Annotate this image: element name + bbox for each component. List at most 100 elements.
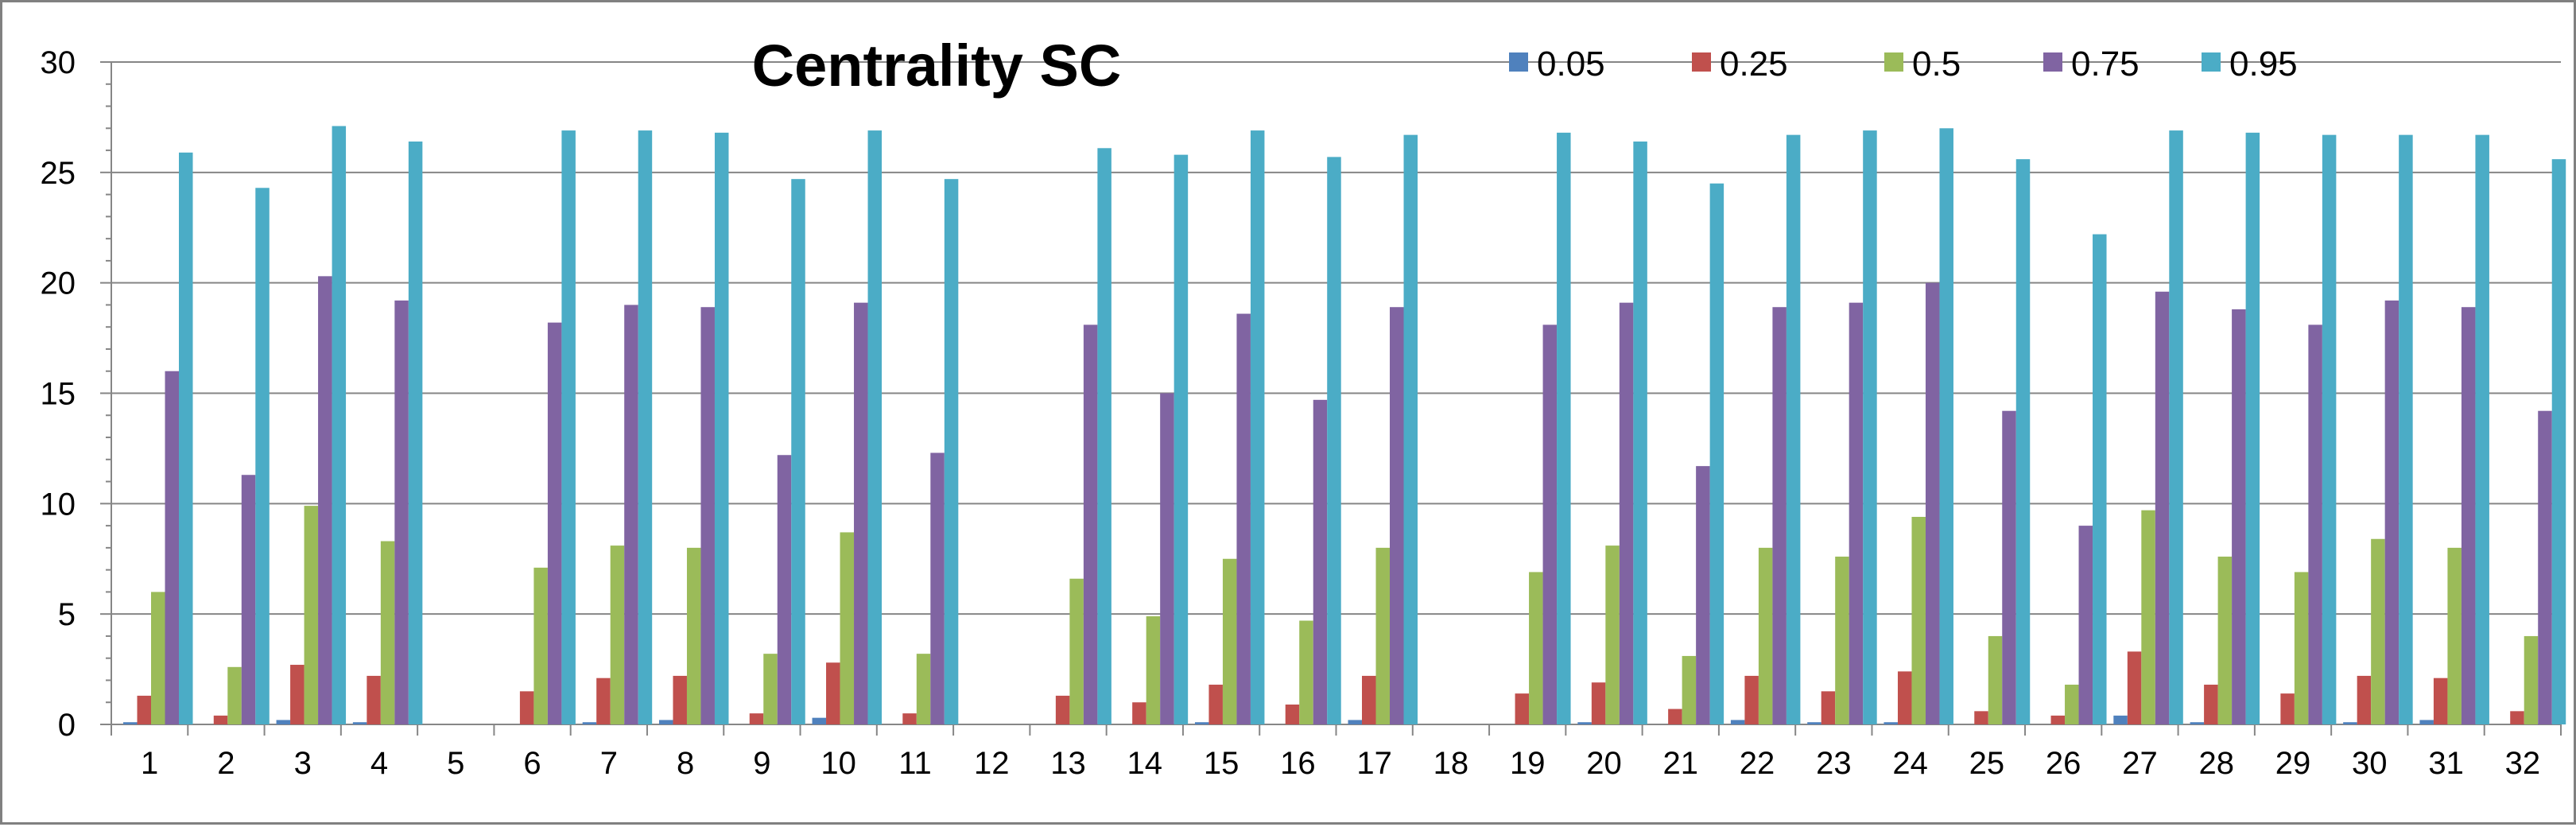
bar bbox=[2357, 675, 2372, 724]
bar bbox=[1194, 722, 1209, 724]
bar bbox=[1925, 282, 1940, 725]
bar bbox=[1222, 558, 1237, 724]
bar bbox=[2294, 572, 2309, 724]
bar bbox=[2204, 685, 2218, 724]
legend-label: 0.95 bbox=[2229, 45, 2298, 83]
bar bbox=[1055, 695, 1070, 724]
x-tick-label: 2 bbox=[217, 746, 235, 781]
bar bbox=[1313, 399, 1328, 724]
bar bbox=[1807, 722, 1821, 724]
bar bbox=[624, 305, 638, 724]
bar bbox=[1911, 516, 1926, 724]
bar bbox=[826, 662, 840, 724]
bar bbox=[394, 300, 409, 724]
bar bbox=[686, 547, 701, 724]
bar bbox=[2461, 307, 2476, 725]
bar bbox=[714, 132, 729, 724]
bar bbox=[380, 541, 395, 724]
bar bbox=[1682, 655, 1697, 724]
bar bbox=[1083, 324, 1098, 724]
bar bbox=[2050, 715, 2066, 724]
legend-swatch bbox=[1692, 52, 1711, 72]
legend-label: 0.5 bbox=[1912, 45, 1961, 83]
bar bbox=[1884, 722, 1898, 724]
bar bbox=[930, 452, 945, 724]
bar bbox=[2169, 130, 2183, 724]
bar bbox=[2551, 159, 2566, 724]
bar bbox=[916, 654, 931, 724]
legend-swatch bbox=[1884, 52, 1903, 72]
bar bbox=[1542, 324, 1558, 724]
bar bbox=[2384, 300, 2399, 724]
x-tick-label: 25 bbox=[1969, 746, 2005, 781]
bar bbox=[276, 720, 291, 724]
bar bbox=[2065, 685, 2079, 724]
bar bbox=[2433, 678, 2448, 724]
legend-label: 0.25 bbox=[1720, 45, 1788, 83]
x-tick-label: 12 bbox=[974, 746, 1010, 781]
bar bbox=[1557, 132, 1571, 724]
x-tick-label: 30 bbox=[2352, 746, 2388, 781]
bar bbox=[1668, 709, 1682, 724]
bar bbox=[610, 546, 625, 724]
bar bbox=[519, 691, 534, 724]
y-tick-labels: 0 5 10 15 20 25 30 bbox=[41, 45, 76, 743]
bar bbox=[902, 713, 917, 724]
bar bbox=[352, 722, 367, 724]
bar bbox=[2093, 234, 2107, 725]
x-tick-label: 11 bbox=[898, 746, 932, 781]
x-tick-label: 1 bbox=[141, 746, 158, 781]
bar bbox=[367, 675, 381, 724]
legend-label: 0.75 bbox=[2071, 45, 2140, 83]
bar bbox=[763, 654, 778, 724]
bar bbox=[1069, 578, 1084, 724]
bar bbox=[1709, 183, 1724, 724]
bar bbox=[867, 130, 883, 724]
bar bbox=[290, 665, 305, 724]
x-tick-label: 27 bbox=[2122, 746, 2158, 781]
bar bbox=[2475, 134, 2489, 724]
bar bbox=[561, 130, 576, 724]
bar bbox=[777, 455, 792, 724]
bar bbox=[1097, 148, 1111, 725]
bar bbox=[2190, 722, 2205, 724]
bar bbox=[179, 152, 193, 725]
bar bbox=[673, 675, 687, 724]
bar bbox=[1849, 302, 1864, 724]
bar bbox=[1375, 547, 1390, 724]
bar bbox=[2447, 547, 2462, 724]
legend-label: 0.05 bbox=[1537, 45, 1605, 83]
x-tick-labels: 1 2 3 4 5 6 7 8 9 10 11 12 13 14 15 16 17 18 19 20 21 22 23 24 2… bbox=[141, 746, 2540, 781]
bar bbox=[1974, 711, 1988, 724]
bar bbox=[1529, 572, 1543, 724]
bar bbox=[596, 678, 611, 724]
bar bbox=[304, 506, 319, 724]
x-tick-label: 32 bbox=[2505, 746, 2541, 781]
bar bbox=[1863, 130, 1877, 724]
bar bbox=[840, 532, 855, 724]
x-tick-label: 20 bbox=[1586, 746, 1622, 781]
bar bbox=[1132, 702, 1146, 724]
x-tick-label: 3 bbox=[294, 746, 312, 781]
bar bbox=[2322, 134, 2337, 724]
bar bbox=[2280, 693, 2295, 724]
bars bbox=[123, 126, 2566, 725]
x-tick-label: 28 bbox=[2198, 746, 2234, 781]
bar bbox=[241, 475, 256, 724]
bar bbox=[1208, 685, 1223, 724]
x-tick-label: 21 bbox=[1663, 746, 1699, 781]
bar bbox=[1515, 693, 1530, 724]
bar bbox=[812, 717, 827, 724]
bar bbox=[2419, 720, 2434, 724]
bar bbox=[547, 322, 562, 724]
bar bbox=[2538, 410, 2552, 724]
bar bbox=[1605, 546, 1620, 724]
bar bbox=[318, 276, 332, 724]
bar bbox=[1146, 615, 1161, 724]
bar bbox=[1821, 691, 1836, 724]
bar bbox=[2510, 711, 2524, 724]
bar bbox=[123, 722, 138, 724]
chart-title: Centrality SC bbox=[752, 33, 1122, 99]
bar bbox=[1939, 128, 1953, 725]
